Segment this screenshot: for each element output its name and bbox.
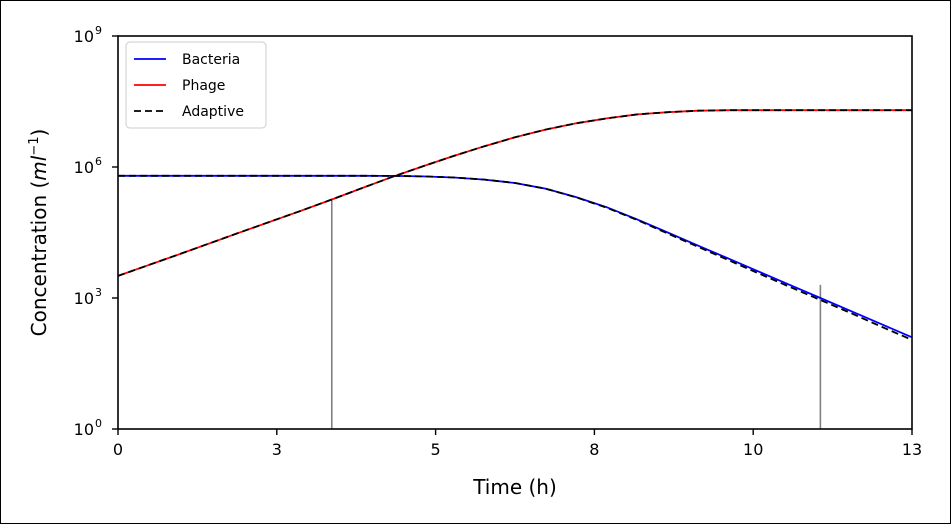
legend-label-bacteria: Bacteria [182,52,240,68]
y-axis-label-unit: ml [27,155,51,180]
legend-label-phage: Phage [182,78,225,94]
y-tick-label: 10 [74,420,94,439]
x-tick-label: 5 [431,440,441,459]
series-line-phage [117,109,912,277]
series-line-adaptive-phage [117,109,912,277]
x-tick-label: 10 [743,440,763,459]
y-tick-exponent: 9 [95,24,102,37]
x-axis-label: Time (h) [472,475,557,499]
y-axis-label-exponent: −1 [27,136,42,155]
y-axis-label-close: ) [27,129,51,137]
plot-lines [117,109,913,429]
legend-box [125,41,267,129]
y-tick-label: 10 [74,289,94,308]
legend-label-adaptive: Adaptive [182,104,244,120]
x-tick-label: 0 [113,440,123,459]
y-tick-label: 10 [74,27,94,46]
legend: Bacteria Phage Adaptive [125,41,267,129]
y-tick-exponent: 6 [95,155,102,168]
y-axis-label-base: Concentration ( [27,181,51,337]
y-tick-exponent: 3 [95,286,102,299]
y-tick-exponent: 0 [95,417,102,430]
x-axis: 0 3 5 8 10 13 [113,429,922,459]
y-axis-label: Concentration (ml−1) [27,129,51,337]
x-tick-label: 13 [902,440,922,459]
x-tick-label: 8 [589,440,599,459]
x-tick-label: 3 [272,440,282,459]
series-line-bacteria [118,174,913,339]
plot-area-frame [117,35,913,430]
y-tick-label: 10 [74,158,94,177]
series-line-adaptive-bacteria [118,174,913,341]
